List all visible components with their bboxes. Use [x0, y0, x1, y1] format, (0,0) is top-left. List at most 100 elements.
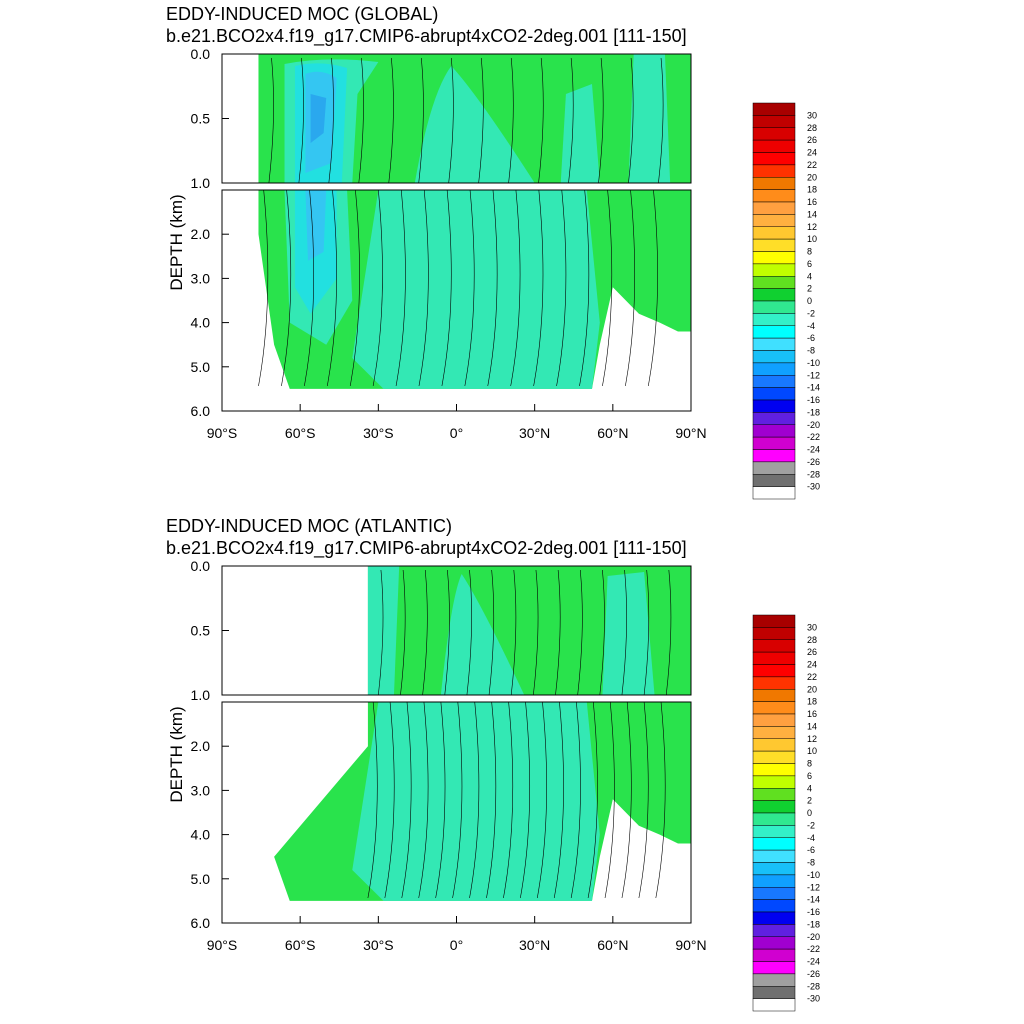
contour-line	[435, 702, 446, 899]
contour-line	[658, 57, 664, 183]
colorbar-swatch	[752, 651, 796, 665]
colorbar-swatch	[752, 973, 796, 987]
colorbar-swatch	[752, 887, 796, 900]
contour-line	[621, 702, 632, 899]
lower-panel-field	[274, 702, 691, 901]
x-tick-label: 60°S	[285, 937, 316, 953]
contour-line	[258, 190, 269, 387]
colorbar-label: 26	[807, 647, 817, 657]
north-cell-2	[628, 54, 671, 183]
x-tick-label: 30°S	[363, 937, 394, 953]
colorbar-swatch	[752, 449, 796, 463]
contour-line	[520, 702, 531, 899]
colorbar-label: -16	[807, 395, 820, 405]
x-tick-label: 30°S	[363, 425, 394, 441]
x-tick-label: 30°N	[519, 937, 550, 953]
colorbar-label: -18	[807, 407, 820, 417]
y-tick-label: 6.0	[191, 403, 211, 419]
colorbar-label: -4	[807, 833, 815, 843]
contour-line	[599, 569, 605, 695]
colorbar-label: -12	[807, 882, 820, 892]
y-tick-label: 5.0	[191, 359, 211, 375]
colorbar-label: 26	[807, 135, 817, 145]
contour-line	[358, 57, 364, 183]
contour-line	[638, 702, 649, 899]
colorbar-swatch	[752, 837, 796, 851]
colorbar-swatch	[752, 788, 796, 801]
contour-line	[444, 569, 450, 695]
contour-line	[556, 190, 567, 387]
colorbar-swatch	[752, 614, 796, 628]
colorbar-label: 16	[807, 197, 817, 207]
colorbar-label: 20	[807, 684, 817, 694]
colorbar-swatch	[752, 986, 796, 999]
colorbar-label: 28	[807, 123, 817, 133]
colorbar-swatch	[752, 263, 796, 277]
colorbar-label: 2	[807, 796, 812, 806]
contour-line	[568, 57, 574, 183]
upper-panel-field	[258, 54, 691, 183]
colorbar-swatch	[752, 627, 796, 640]
contour-line	[441, 190, 452, 387]
contour-line	[478, 57, 484, 183]
colorbar-swatch	[752, 862, 796, 876]
colorbar-label: -2	[807, 308, 815, 318]
colorbar-label: 6	[807, 259, 812, 269]
y-tick-label: 2.0	[191, 738, 211, 754]
colorbar-label: -28	[807, 469, 820, 479]
colorbar-label: -14	[807, 895, 820, 905]
colorbar-label: 22	[807, 160, 817, 170]
contour-line	[555, 569, 561, 695]
colorbar-label: -26	[807, 457, 820, 467]
chart-subtitle: b.e21.BCO2x4.f19_g17.CMIP6-abrupt4xCO2-2…	[166, 26, 687, 47]
colorbar-swatch	[752, 102, 796, 116]
colorbar-swatch	[752, 139, 796, 153]
south-atlantic-cell	[367, 566, 400, 695]
colorbar-label: -16	[807, 907, 820, 917]
colorbar-swatch	[752, 825, 796, 838]
colorbar-label: -14	[807, 383, 820, 393]
chart-panel-global: EDDY-INDUCED MOC (GLOBAL)b.e21.BCO2x4.f1…	[166, 4, 820, 500]
y-tick-label: 3.0	[191, 270, 211, 286]
colorbar-label: 10	[807, 234, 817, 244]
y-tick-label: 3.0	[191, 782, 211, 798]
y-tick-label: 1.0	[191, 175, 211, 191]
colorbar-swatch	[752, 639, 796, 653]
colorbar-label: 24	[807, 148, 817, 158]
y-tick-label: 0.5	[191, 623, 211, 639]
colorbar-swatch	[752, 337, 796, 351]
contour-line	[326, 190, 337, 387]
contour-line	[469, 702, 480, 899]
contour-line	[510, 190, 521, 387]
contour-line	[422, 569, 428, 695]
colorbar-swatch	[752, 461, 796, 475]
x-tick-label: 60°N	[597, 425, 628, 441]
colorbar-label: 8	[807, 247, 812, 257]
colorbar-label: 24	[807, 660, 817, 670]
colorbar-label: -10	[807, 870, 820, 880]
colorbar-label: -26	[807, 969, 820, 979]
colorbar-swatch	[752, 763, 796, 777]
deep-cell	[352, 190, 600, 389]
colorbar-swatch	[752, 486, 796, 500]
colorbar-label: 2	[807, 284, 812, 294]
colorbar-swatch	[752, 800, 796, 814]
colorbar-label: 30	[807, 622, 817, 632]
tropical-cell	[440, 574, 525, 695]
colorbar-label: 4	[807, 783, 812, 793]
contour-line	[328, 57, 334, 183]
colorbar-swatch	[752, 238, 796, 252]
colorbar-swatch	[752, 911, 796, 925]
colorbar: 302826242220181614121086420-2-4-6-8-10-1…	[752, 102, 820, 500]
colorbar-swatch	[752, 689, 796, 702]
colorbar-swatch	[752, 738, 796, 752]
colorbar-swatch	[752, 961, 796, 975]
contour-line	[510, 569, 517, 695]
contour-line	[536, 702, 547, 899]
contour-line	[298, 57, 304, 183]
y-tick-label: 6.0	[191, 915, 211, 931]
x-tick-label: 0°	[450, 425, 463, 441]
contour-line	[508, 57, 514, 183]
colorbar-swatch	[752, 399, 796, 413]
